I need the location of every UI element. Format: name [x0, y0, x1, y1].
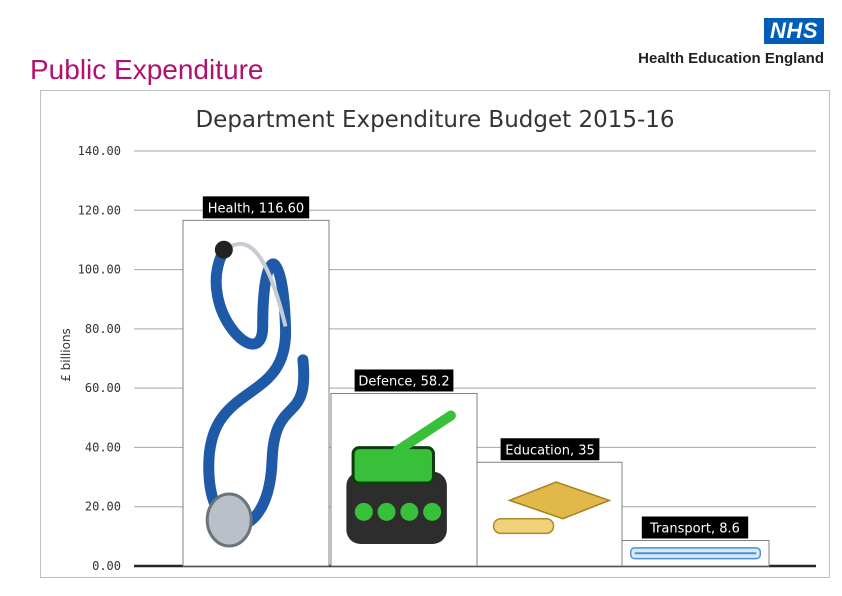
- y-tick-label: 0.00: [92, 559, 121, 573]
- y-tick-label: 40.00: [85, 440, 121, 454]
- bars: [182, 219, 770, 567]
- y-tick-label: 20.00: [85, 500, 121, 514]
- tank-icon: [346, 410, 456, 544]
- y-tick-labels: 0.00 20.00 40.00 60.00 80.00 100.00 120.00 140.…: [78, 144, 121, 573]
- bar-transport: [621, 540, 770, 567]
- graduation-cap-icon: [492, 481, 612, 535]
- tank-tread: [346, 471, 447, 544]
- chest-piece: [205, 492, 253, 548]
- tank-body: [351, 446, 435, 485]
- data-label: Defence, 58.2: [358, 374, 449, 389]
- data-label: Education, 35: [505, 443, 595, 458]
- y-axis-label: £ billions: [59, 328, 73, 382]
- bar-education: [476, 461, 623, 567]
- data-label: Health, 116.60: [208, 201, 304, 216]
- org-name: Health Education England: [638, 50, 824, 67]
- y-tick-label: 100.00: [78, 263, 121, 277]
- bar-defence: [330, 392, 478, 567]
- tank-wheel: [354, 502, 373, 521]
- data-label-bg: [202, 196, 310, 219]
- y-tick-label: 140.00: [78, 144, 121, 158]
- tank-wheel: [377, 502, 396, 521]
- data-label: Transport, 8.6: [649, 522, 740, 537]
- train-icon: [629, 547, 762, 560]
- stethoscope-tube: [203, 247, 310, 531]
- y-tick-label: 120.00: [78, 203, 121, 217]
- data-label-bg: [500, 438, 600, 461]
- data-labels: Health, 116.60 Defence, 58.2 Education, 35…: [202, 196, 749, 539]
- tank-wheel: [423, 502, 442, 521]
- stethoscope-icon: [203, 240, 310, 548]
- nhs-badge: NHS: [764, 18, 824, 44]
- y-tick-label: 60.00: [85, 381, 121, 395]
- tank-wheel: [400, 502, 419, 521]
- data-label-bg: [641, 516, 749, 539]
- page-title: Public Expenditure: [30, 54, 264, 85]
- nhs-logo: NHS Health Education England: [638, 18, 824, 67]
- y-tick-label: 80.00: [85, 322, 121, 336]
- cap-board: [507, 481, 612, 520]
- data-label-bg: [354, 369, 454, 392]
- diploma-scroll: [492, 517, 555, 535]
- bar-health: [182, 219, 330, 567]
- earpiece: [214, 240, 233, 259]
- chart-title: Department Expenditure Budget 2015-16: [195, 107, 674, 133]
- tank-barrel: [392, 410, 456, 456]
